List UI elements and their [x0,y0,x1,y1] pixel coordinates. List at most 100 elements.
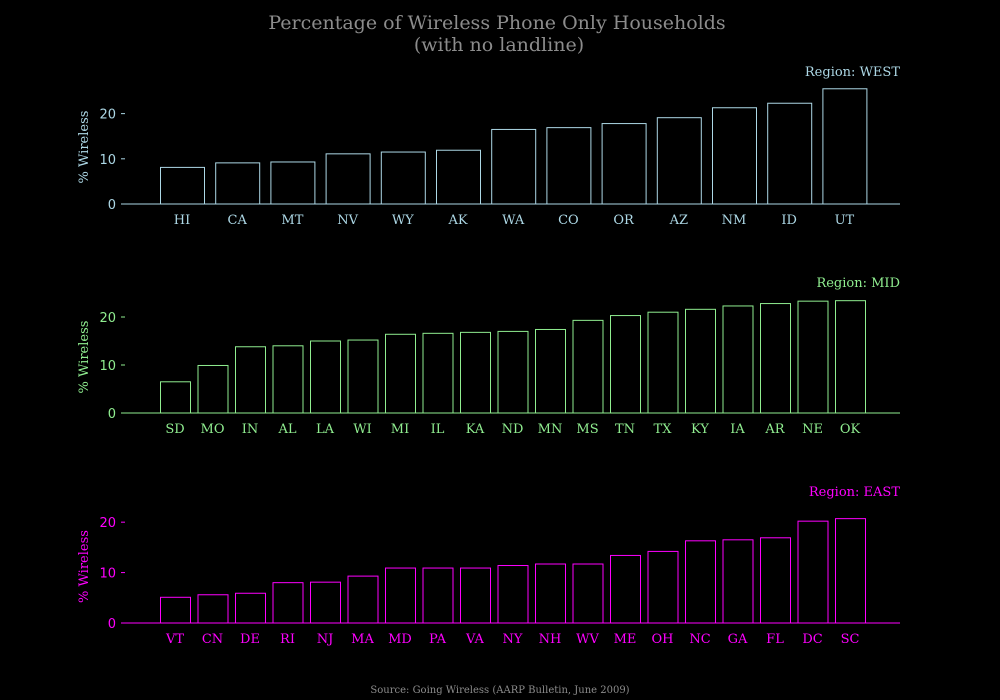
x-tick-label: OK [840,422,861,437]
bar-dc [797,520,829,624]
bar-nc [685,540,716,624]
bar-nj [310,581,341,624]
bar-ms [572,319,604,414]
bar-sc [835,518,866,624]
bar-mo [197,364,229,414]
x-tick-label: SD [165,422,184,437]
y-axis-label: % Wireless [77,321,92,394]
bar-nh [535,563,566,624]
x-tick-label: NH [539,632,562,647]
y-tick-label: 0 [108,617,116,632]
x-tick-label: CN [202,632,223,647]
y-tick-label: 10 [99,567,116,582]
x-tick-label: MA [351,632,374,647]
x-tick-label: WV [576,632,599,647]
bar-mi [385,333,416,414]
x-tick-label: ID [781,213,797,228]
bar-ma [347,575,379,624]
x-tick-label: TN [615,422,635,437]
bar-il [422,332,454,414]
x-tick-label: AL [277,422,296,437]
x-tick-label: RI [280,632,295,647]
bar-in [235,346,266,414]
y-tick-label: 20 [99,108,116,123]
bar-nd [497,330,529,414]
bar-ri [272,582,304,624]
bar-nv [325,153,371,205]
y-axis-label: % Wireless [77,111,92,184]
x-tick-label: MO [201,422,225,437]
x-tick-label: DE [240,632,260,647]
x-tick-label: WY [392,213,414,228]
x-tick-label: MN [538,422,563,437]
y-tick-label: 10 [99,359,116,374]
x-tick-label: WA [502,213,525,228]
bar-ne [797,300,829,414]
bar-hi [160,166,205,205]
x-tick-label: IA [730,422,745,437]
bar-nm [712,107,757,205]
x-tick-label: PA [429,632,447,647]
x-tick-label: NC [689,632,710,647]
bar-ut [822,88,868,205]
bar-wa [491,128,537,205]
bar-ar [760,303,791,414]
bar-al [272,345,304,414]
bar-la [310,340,341,414]
bar-ak [436,149,481,205]
y-tick-label: 20 [99,311,116,326]
x-tick-label: NV [337,213,358,228]
bar-vt [160,596,191,624]
bar-tn [610,315,641,414]
x-tick-label: MT [281,213,303,228]
x-tick-label: MS [576,422,598,437]
bar-va [460,567,491,624]
bar-ok [835,300,866,414]
x-tick-label: MI [391,422,409,437]
bar-de [235,592,266,624]
x-tick-label: NJ [317,632,334,647]
bar-oh [647,550,679,624]
x-tick-label: VT [165,632,184,647]
bar-sd [160,381,191,414]
x-tick-label: IN [242,422,259,437]
bar-ny [497,565,529,624]
x-tick-label: WI [353,422,372,437]
bar-or [601,123,647,205]
x-tick-label: OH [652,632,674,647]
region-label: Region: MID [816,276,900,291]
x-tick-label: HI [174,213,190,228]
source-note: Source: Going Wireless (AARP Bulletin, J… [370,685,629,696]
x-tick-label: AK [447,213,467,228]
x-tick-label: KY [691,422,709,437]
bar-mt [270,161,316,205]
bar-az [656,117,702,205]
x-tick-label: MD [388,632,412,647]
x-tick-label: LA [316,422,335,437]
y-tick-label: 20 [99,516,116,531]
x-tick-label: DC [802,632,822,647]
panel-1: 0 10 20 % Wireless Region: WEST HI CA MT NV WY AK W… [77,65,900,228]
x-tick-label: ND [502,422,524,437]
x-tick-label: CO [558,213,579,228]
x-tick-label: CA [228,213,248,228]
y-tick-label: 0 [108,198,116,213]
x-tick-label: FL [766,632,784,647]
bar-ky [685,308,716,414]
bar-ka [460,331,491,414]
bar-mn [535,328,566,414]
x-tick-label: NM [722,213,747,228]
bar-id [767,102,813,205]
bar-cn [197,594,229,624]
x-tick-label: UT [835,213,855,228]
x-tick-label: SC [841,632,860,647]
y-tick-label: 0 [108,407,116,422]
x-tick-label: NY [503,632,523,647]
chart-title-line1: Percentage of Wireless Phone Only Househ… [268,12,725,34]
bar-me [610,554,641,624]
region-label: Region: WEST [805,65,900,80]
y-axis-label: % Wireless [77,530,92,603]
x-tick-label: AR [764,422,785,437]
chart-panels: 0 10 20 % Wireless Region: WEST HI CA MT NV WY AK W… [77,65,900,647]
